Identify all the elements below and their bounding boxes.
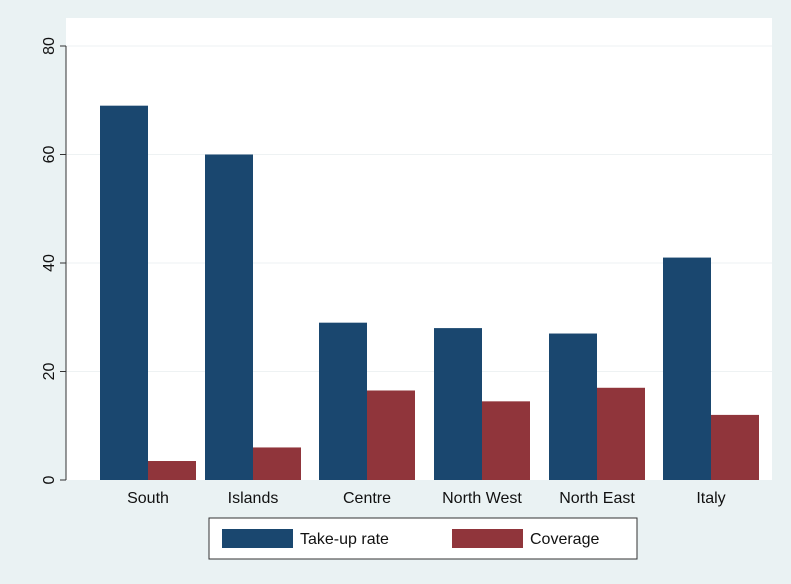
bar-coverage-italy <box>711 414 759 480</box>
bar-coverage-islands <box>253 447 301 480</box>
y-tick-label: 0 <box>41 475 58 484</box>
bar-take-up-rate-north-west <box>434 328 482 480</box>
y-tick-label: 40 <box>41 254 58 272</box>
grid-lines <box>66 45 772 372</box>
x-tick-label: Centre <box>343 490 391 507</box>
bar-coverage-north-east <box>597 387 645 480</box>
legend-swatch-take-up-rate <box>222 529 293 548</box>
axes: 0 20 40 60 80 South Islands Centre North West Nor… <box>41 37 726 507</box>
bar-take-up-rate-south <box>100 105 148 481</box>
bar-take-up-rate-centre <box>319 322 367 480</box>
y-tick-label: 60 <box>41 146 58 164</box>
x-tick-label: North West <box>442 490 522 507</box>
legend: Take-up rate Coverage <box>208 517 638 560</box>
legend-label-take-up-rate: Take-up rate <box>300 531 389 548</box>
legend-swatch-coverage <box>452 529 523 548</box>
y-tick-label: 80 <box>41 37 58 55</box>
x-tick-label: Italy <box>696 490 725 507</box>
plot-area <box>66 18 772 480</box>
bar-coverage-north-west <box>482 401 530 480</box>
legend-label-coverage: Coverage <box>530 531 599 548</box>
bars <box>100 105 759 481</box>
x-tick-label: North East <box>559 490 635 507</box>
bar-take-up-rate-north-east <box>549 333 597 480</box>
bar-coverage-centre <box>367 390 415 480</box>
x-tick-label: South <box>127 490 169 507</box>
bar-take-up-rate-italy <box>663 257 711 480</box>
y-tick-label: 20 <box>41 363 58 381</box>
bar-coverage-south <box>148 461 196 480</box>
bar-take-up-rate-islands <box>205 154 253 480</box>
x-tick-label: Islands <box>228 490 279 507</box>
